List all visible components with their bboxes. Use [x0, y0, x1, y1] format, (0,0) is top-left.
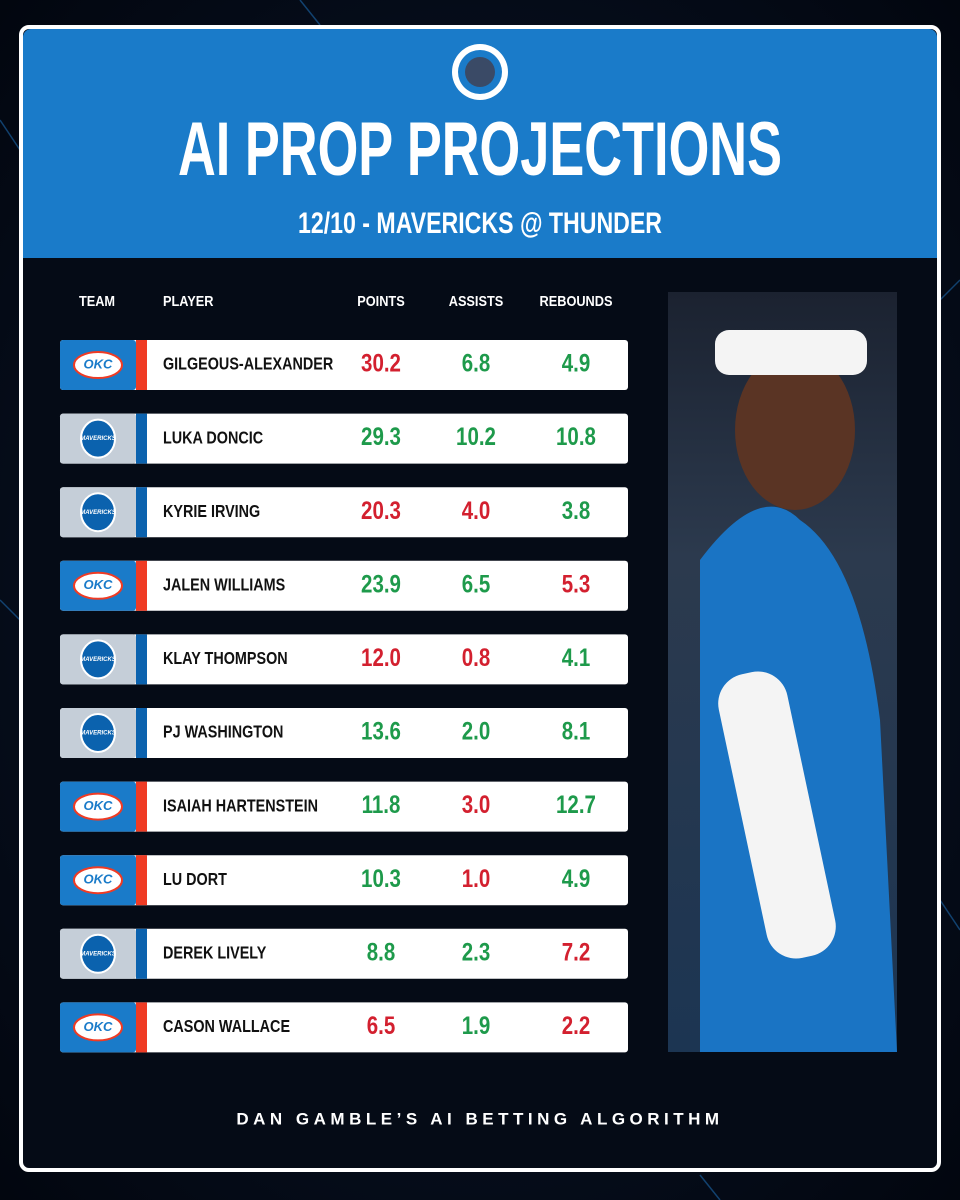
- column-header: REBOUNDS: [540, 292, 613, 309]
- row-background: [60, 634, 628, 685]
- player-name: ISAIAH HARTENSTEIN: [163, 796, 318, 816]
- team-stripe: [136, 413, 147, 464]
- team-logo-text: OKC: [84, 356, 114, 371]
- team-logo: [73, 571, 123, 600]
- team-logo-text: MAVERICKS: [80, 731, 116, 737]
- team-stripe: [136, 708, 147, 758]
- player-name: KLAY THOMPSON: [163, 649, 288, 669]
- team-stripe: [136, 634, 147, 685]
- row-background: [60, 1002, 628, 1053]
- header-band: [23, 29, 937, 258]
- stat-value: 11.8: [362, 790, 401, 818]
- team-stripe: [136, 781, 147, 832]
- stat-value: 4.9: [562, 349, 590, 377]
- player-name: JALEN WILLIAMS: [163, 575, 285, 595]
- stat-value: 23.9: [361, 569, 401, 597]
- team-logo-text: MAVERICKS: [80, 951, 116, 957]
- stat-value: 5.3: [562, 569, 590, 597]
- stat-value: 10.3: [361, 864, 401, 892]
- row-background: [60, 560, 628, 611]
- team-logo-text: MAVERICKS: [80, 510, 116, 516]
- team-logo: [73, 1013, 123, 1042]
- stat-value: 10.8: [556, 422, 596, 450]
- stat-value: 12.0: [361, 643, 401, 671]
- stat-value: 2.2: [562, 1011, 590, 1039]
- team-logo-text: MAVERICKS: [80, 657, 116, 663]
- player-sleeve: [718, 671, 836, 959]
- team-stripe: [136, 928, 147, 979]
- team-stripe: [136, 560, 147, 611]
- team-logo: [73, 866, 123, 895]
- team-logo-text: MAVERICKS: [80, 436, 116, 442]
- stat-value: 4.9: [562, 864, 590, 892]
- team-logo: [80, 639, 116, 680]
- row-background: [60, 928, 628, 979]
- column-header: ASSISTS: [449, 292, 504, 309]
- stat-value: 7.2: [562, 937, 590, 965]
- brand-logo-face: [465, 57, 495, 87]
- stat-value: 3.0: [462, 790, 490, 818]
- stat-value: 8.8: [367, 937, 396, 965]
- team-logo: [80, 713, 116, 753]
- stat-value: 0.8: [462, 643, 491, 671]
- stat-value: 4.0: [462, 496, 490, 524]
- stat-value: 30.2: [361, 349, 401, 377]
- player-name: PJ WASHINGTON: [163, 722, 283, 742]
- stat-value: 12.7: [556, 790, 596, 818]
- footer: DAN GAMBLE’S AI BETTING ALGORITHM: [236, 1109, 723, 1128]
- stat-value: 29.3: [361, 422, 401, 450]
- stat-value: 2.3: [462, 937, 490, 965]
- table: TEAM PLAYER POINTS ASSISTS REBOUNDS OKC GILGEO…: [60, 292, 628, 1053]
- player-headband: [715, 330, 867, 375]
- stat-value: 3.8: [562, 496, 591, 524]
- row-background: [60, 487, 628, 538]
- row-background: [60, 781, 628, 832]
- player-name: KYRIE IRVING: [163, 501, 260, 521]
- stat-value: 1.9: [462, 1011, 490, 1039]
- player-head: [735, 350, 855, 510]
- row-background: [60, 413, 628, 464]
- player-name: LUKA DONCIC: [163, 428, 263, 448]
- team-stripe: [136, 487, 147, 538]
- team-logo: [80, 933, 116, 974]
- team-logo: [80, 418, 116, 459]
- column-header: PLAYER: [163, 292, 214, 309]
- team-logo: [80, 492, 116, 533]
- team-logo-text: OKC: [84, 577, 114, 592]
- stat-value: 8.1: [562, 717, 591, 745]
- column-header: POINTS: [357, 292, 404, 309]
- stat-value: 6.8: [462, 349, 491, 377]
- player-name: GILGEOUS-ALEXANDER: [163, 354, 333, 374]
- stat-value: 6.5: [367, 1011, 396, 1039]
- title: AI PROP PROJECTIONS: [178, 107, 782, 192]
- stat-value: 10.2: [456, 422, 496, 450]
- row-background: [60, 340, 628, 390]
- team-logo-text: OKC: [84, 798, 114, 813]
- player-name: DEREK LIVELY: [163, 943, 266, 963]
- subtitle: 12/10 - MAVERICKS @ THUNDER: [298, 207, 662, 240]
- team-logo-text: OKC: [84, 1019, 114, 1034]
- stat-value: 1.0: [462, 864, 490, 892]
- team-stripe: [136, 340, 147, 390]
- team-logo: [73, 351, 123, 379]
- stat-value: 20.3: [361, 496, 401, 524]
- stat-value: 4.1: [562, 643, 591, 671]
- stat-value: 13.6: [361, 717, 401, 745]
- column-header: TEAM: [79, 292, 115, 309]
- row-background: [60, 708, 628, 758]
- row-background: [60, 855, 628, 906]
- team-logo: [73, 792, 123, 821]
- stat-value: 6.5: [462, 569, 491, 597]
- player-name: CASON WALLACE: [163, 1017, 290, 1037]
- stat-value: 2.0: [462, 717, 490, 745]
- team-stripe: [136, 1002, 147, 1053]
- player-name: LU DORT: [163, 869, 227, 889]
- team-stripe: [136, 855, 147, 906]
- team-logo-text: OKC: [84, 872, 114, 887]
